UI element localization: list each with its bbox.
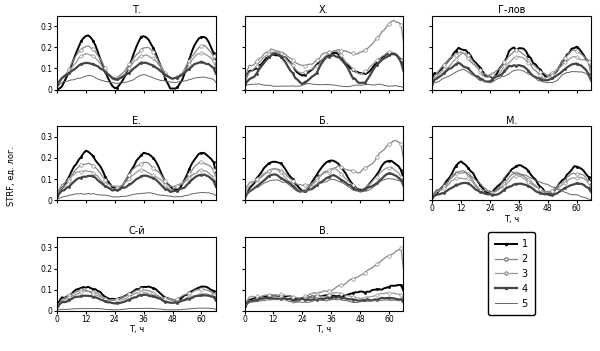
X-axis label: T, ч: T, ч xyxy=(504,214,519,224)
X-axis label: T, ч: T, ч xyxy=(316,325,332,334)
Title: Т.: Т. xyxy=(132,5,141,15)
Title: Е.: Е. xyxy=(132,115,141,126)
Text: STRF, ед. лог.: STRF, ед. лог. xyxy=(7,146,16,205)
Title: Г-лов: Г-лов xyxy=(498,5,525,15)
Title: М.: М. xyxy=(506,115,517,126)
X-axis label: T, ч: T, ч xyxy=(129,325,144,334)
Title: Б.: Б. xyxy=(319,115,329,126)
Title: С-й: С-й xyxy=(128,226,145,236)
Legend: 1, 2, 3, 4, 5: 1, 2, 3, 4, 5 xyxy=(488,232,535,315)
Title: Х.: Х. xyxy=(319,5,329,15)
Title: В.: В. xyxy=(319,226,329,236)
